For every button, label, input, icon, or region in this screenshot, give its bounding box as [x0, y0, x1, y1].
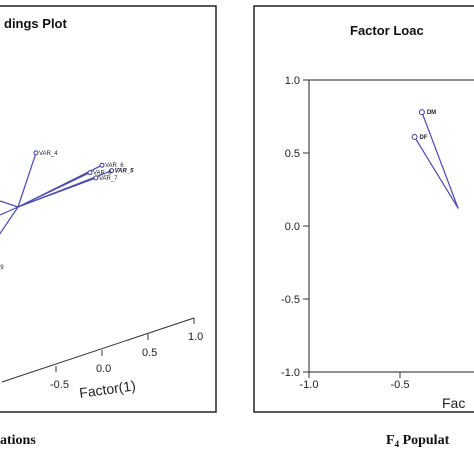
right-y-tick-label: 1.0	[285, 75, 300, 87]
left-point-marker	[93, 175, 99, 181]
right-x-ticks: -1.0 -0.5	[300, 372, 410, 391]
left-vector-line	[17, 172, 91, 208]
right-y-tick-label: 0.0	[285, 221, 300, 233]
left-point-marker	[33, 150, 39, 156]
left-point-label: VAR_8	[93, 171, 112, 177]
left-vector-line	[17, 152, 37, 208]
left-x-tick-label: 0.5	[142, 347, 157, 359]
right-y-tick-label: 0.5	[285, 148, 300, 160]
right-point-marker	[418, 109, 425, 116]
right-x-tick-label: -1.0	[300, 379, 319, 391]
left-x-axis-label: Factor(1)	[78, 377, 136, 401]
left-x-axis-line	[1, 317, 195, 383]
right-panel: Factor Loac 1.0 0.5 0.0 -0.5 -1.0 -1.0 -0.5 F…	[253, 5, 474, 413]
right-caption-sub: 4	[395, 439, 400, 449]
left-point-label: VAR_4	[39, 151, 58, 157]
left-point-label: VAR_5	[115, 169, 135, 175]
left-vector-line	[0, 200, 19, 208]
left-point-label: VAR_7	[99, 176, 118, 182]
right-loading-vectors: DM DF	[411, 109, 459, 209]
left-x-tick-label: 0.0	[96, 363, 111, 375]
right-chart-title: Factor Loac	[350, 23, 424, 38]
right-x-axis-label: Fac	[442, 395, 465, 411]
right-point-label: DM	[427, 110, 436, 116]
right-x-tick-label: -0.5	[391, 379, 410, 391]
right-point-label: DF	[420, 135, 428, 141]
left-point-label: VAR_9	[0, 265, 4, 271]
left-x-tick-label: 1.0	[188, 331, 203, 343]
left-x-ticks: -0.5 0.0 0.5 1.0	[50, 318, 203, 391]
left-vector-line	[0, 206, 19, 235]
left-point-label: VAR_6	[105, 163, 124, 169]
right-panel-frame	[253, 5, 474, 413]
left-point-marker	[109, 168, 115, 174]
right-y-tick-label: -1.0	[281, 367, 300, 379]
left-caption: ations	[0, 433, 36, 448]
left-x-tick-label: -0.5	[50, 379, 69, 391]
left-vector-line	[17, 177, 97, 208]
right-vector-line	[421, 111, 459, 209]
right-caption-main: F	[386, 433, 395, 448]
left-vector-line	[0, 206, 19, 216]
right-point-marker	[411, 133, 418, 140]
right-caption-rest: Populat	[399, 433, 450, 448]
right-y-ticks: 1.0 0.5 0.0 -0.5 -1.0	[281, 75, 309, 379]
left-panel: dings Plot -0.5 0.0 0.5 1.0 Factor(1) VAR_4…	[0, 5, 217, 413]
left-chart-title: dings Plot	[4, 16, 68, 31]
left-point-marker	[87, 170, 93, 176]
right-vector-line	[414, 136, 459, 209]
right-y-tick-label: -0.5	[281, 294, 300, 306]
left-panel-frame	[0, 5, 217, 413]
right-caption: F4 Populat	[386, 433, 450, 449]
left-point-marker	[99, 162, 105, 168]
